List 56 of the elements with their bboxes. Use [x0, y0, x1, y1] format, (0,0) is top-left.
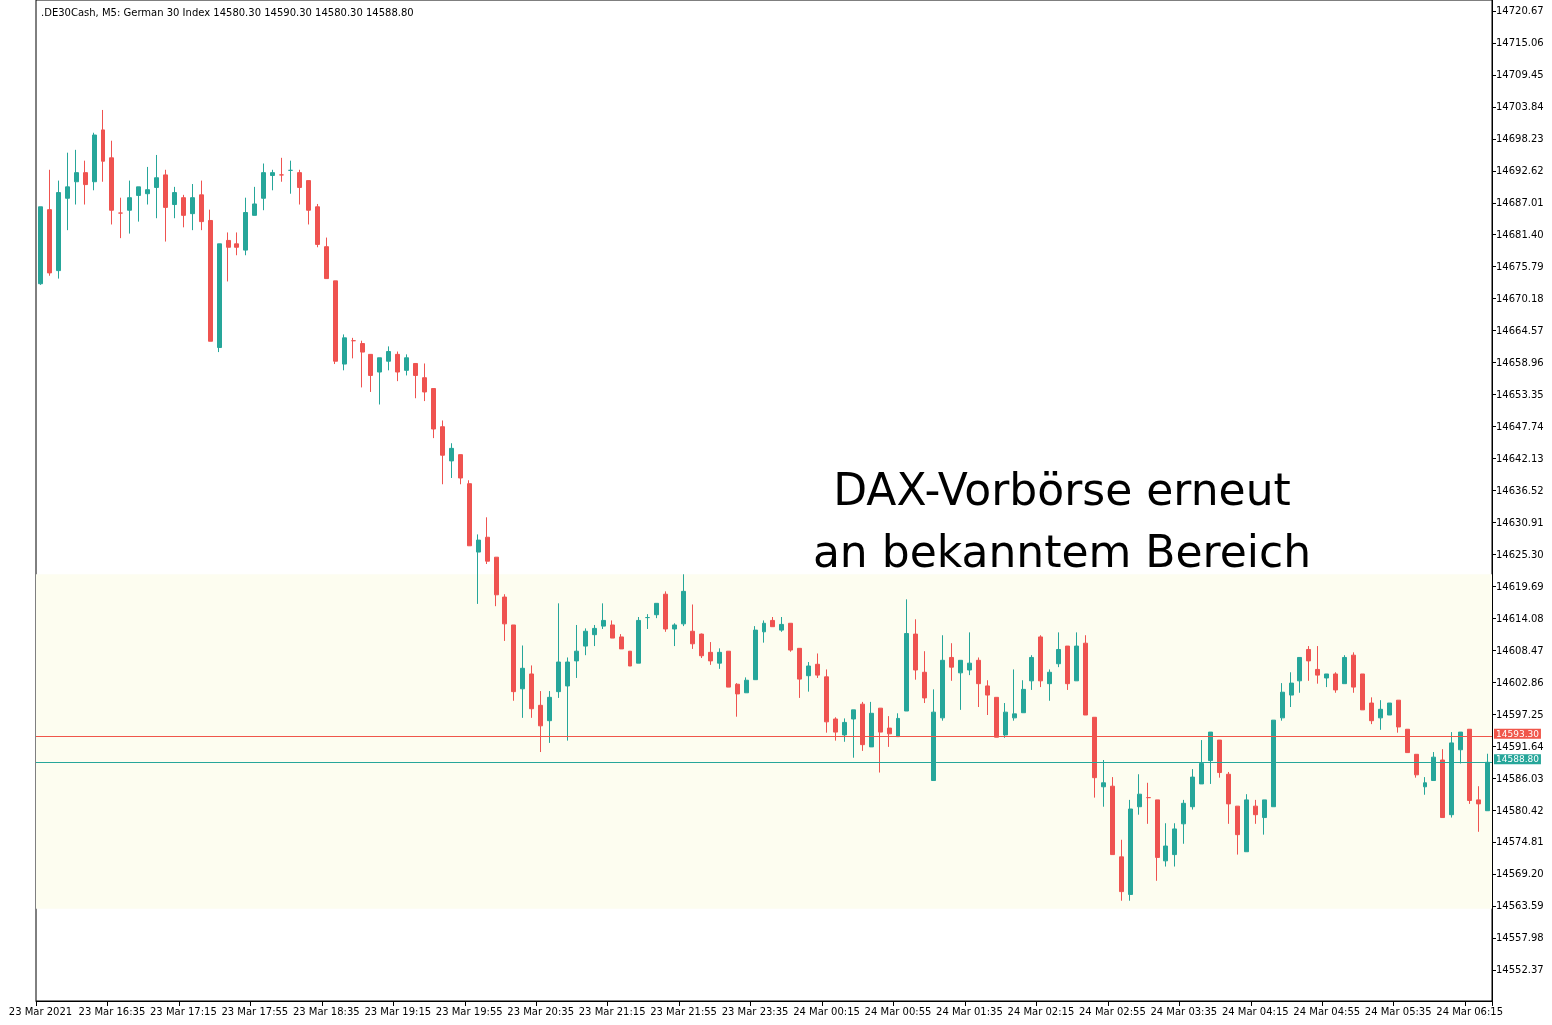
y-tick-label: 14569.20	[1496, 868, 1544, 880]
x-tick-label: 24 Mar 03:35	[1150, 1005, 1218, 1017]
x-tick-label: 23 Mar 18:35	[292, 1005, 360, 1017]
y-tick-label: 14552.37	[1496, 964, 1544, 976]
x-tick-label: 23 Mar 19:15	[364, 1005, 432, 1017]
x-tick-label: 23 Mar 21:55	[650, 1005, 717, 1017]
x-tick-label: 24 Mar 05:35	[1364, 1005, 1432, 1017]
y-tick-label: 14642.13	[1496, 452, 1544, 464]
y-tick-label: 14664.57	[1496, 325, 1544, 337]
x-tick-label: 23 Mar 17:15	[150, 1005, 217, 1017]
y-tick-label: 14675.79	[1496, 261, 1544, 273]
y-tick-label: 14614.08	[1496, 612, 1544, 624]
y-tick-label: 14653.35	[1496, 389, 1544, 401]
y-tick-label: 14720.67	[1496, 5, 1544, 17]
y-tick-label: 14574.81	[1496, 836, 1544, 848]
y-tick-label: 14698.23	[1496, 133, 1544, 145]
y-tick-label: 14608.47	[1496, 644, 1544, 656]
y-tick-label: 14597.25	[1496, 708, 1544, 720]
y-tick-label: 14602.86	[1496, 676, 1544, 688]
y-tick-label: 14586.03	[1496, 772, 1544, 784]
x-tick-label: 24 Mar 06:15	[1436, 1005, 1504, 1017]
x-tick-label: 24 Mar 00:55	[864, 1005, 932, 1017]
x-tick-label: 24 Mar 04:55	[1293, 1005, 1361, 1017]
y-tick-label: 14670.18	[1496, 293, 1544, 305]
x-tick-label: 23 Mar 20:35	[507, 1005, 575, 1017]
x-tick-label: 24 Mar 00:15	[793, 1005, 860, 1017]
y-tick-label: 14636.52	[1496, 484, 1544, 496]
y-tick-label: 14625.30	[1496, 548, 1544, 560]
y-tick-label: 14715.06	[1496, 37, 1544, 49]
y-tick-label: 14692.62	[1496, 165, 1544, 177]
x-tick-label: 23 Mar 17:55	[221, 1005, 289, 1017]
y-tick-label: 14658.96	[1496, 357, 1544, 369]
y-tick-label: 14563.59	[1496, 900, 1544, 912]
y-tick-label: 14681.40	[1496, 229, 1544, 241]
annotation: DAX-Vorbörse erneut an bekanntem Bereich	[812, 463, 1312, 577]
x-tick-label: 23 Mar 19:55	[435, 1005, 503, 1017]
ref-line-label: 14593.30	[1496, 728, 1540, 739]
x-tick-label: 24 Mar 01:35	[936, 1005, 1003, 1017]
y-tick-label: 14630.91	[1496, 516, 1544, 528]
x-tick-label: 23 Mar 23:35	[721, 1005, 789, 1017]
y-tick-label: 14647.74	[1496, 420, 1544, 432]
x-tick-label: 24 Mar 02:15	[1007, 1005, 1075, 1017]
y-tick-label: 14709.45	[1496, 69, 1544, 81]
x-tick-label: 24 Mar 02:55	[1078, 1005, 1146, 1017]
y-tick-label: 14687.01	[1496, 197, 1544, 209]
y-tick-label: 14557.98	[1496, 932, 1544, 944]
y-tick-label: 14591.64	[1496, 740, 1544, 752]
ref-line-label: 14588.80	[1496, 754, 1540, 765]
y-tick-label: 14703.84	[1496, 101, 1544, 113]
x-tick-label: 23 Mar 21:15	[578, 1005, 646, 1017]
x-tick-label: 23 Mar 16:35	[78, 1005, 146, 1017]
x-tick-label: 23 Mar 2021	[8, 1005, 73, 1017]
y-tick-label: 14619.69	[1496, 580, 1544, 592]
y-tick-label: 14580.42	[1496, 804, 1544, 816]
x-tick-label: 24 Mar 04:15	[1221, 1005, 1289, 1017]
text: .DE30Cash, M5: German 30 Index 14580.30 14590.30 14580.30 14588.80	[41, 6, 414, 18]
